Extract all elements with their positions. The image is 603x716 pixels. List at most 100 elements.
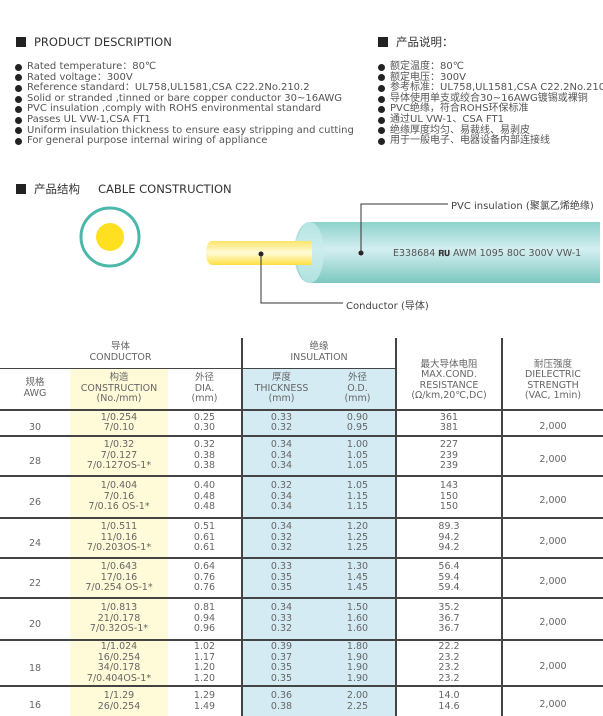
cell-thk: 0.34 0.32 0.32: [241, 518, 320, 559]
feature-text: 通过UL VW-1、CSA FT1: [390, 113, 504, 125]
cell-thk: 0.36 0.38: [241, 686, 320, 716]
cell-thk: 0.33 0.35 0.35: [241, 558, 320, 599]
bullet-icon: [378, 137, 385, 145]
print-code: E338684: [393, 248, 436, 259]
bullet-icon: [378, 127, 385, 135]
bullet-icon: [15, 63, 22, 71]
cell-od: 2.00 2.25: [320, 686, 396, 716]
cell-thk: 0.34 0.33 0.32: [241, 598, 320, 641]
cell-cons: 1/1.29 26/0.254: [70, 686, 168, 716]
feature-text: Rated voltage：300V: [27, 71, 133, 83]
cell-dia: 0.25 0.30: [168, 410, 242, 437]
header-od: 外径 O.D. (mm): [320, 367, 396, 411]
insulation-cylinder: [294, 222, 600, 283]
cell-res: 56.4 59.4 59.4: [395, 558, 502, 599]
cell-cons: 1/1.024 16/0.254 34/0.178 7/0.404OS-1*: [70, 640, 168, 687]
product-description-cn-title: 产品说明：: [378, 34, 454, 50]
bullet-icon: [378, 84, 385, 92]
bullet-icon: [378, 116, 385, 124]
cell-dielectric: 2,000: [501, 476, 603, 519]
cell-cons: 1/0.643 17/0.16 7/0.254 OS-1*: [70, 558, 168, 599]
feature-item: Rated voltage：300V: [15, 71, 354, 84]
feature-text: Reference standard：UL758,UL1581,CSA C22.…: [27, 82, 310, 94]
feature-text: PVC insulation ,comply with ROHS environ…: [27, 103, 322, 115]
cell-dia: 0.32 0.38 0.38: [168, 436, 242, 477]
cell-res: 143 150 150: [395, 476, 502, 519]
header-dielectric: 耐压强度 DIELECTRIC STRENGTH (VAC, 1min): [501, 338, 603, 411]
cell-thk: 0.39 0.37 0.35 0.35: [241, 640, 320, 687]
header-thickness: 厚度 THICKNESS (mm): [241, 367, 320, 411]
feature-text: 额定温度：80℃: [390, 61, 464, 72]
chinese-feature-list: 额定温度：80℃ 额定电压：300V 参考标准：UL758,UL1581,CSA C…: [378, 61, 603, 147]
cell-awg: 30: [0, 410, 70, 437]
table-row: 18 1/1.024 16/0.254 34/0.178 7/0.404OS-1* 1.0…: [0, 640, 603, 687]
feature-text: 导体使用单支或绞合30~16AWG镀锡或裸铜: [390, 92, 588, 104]
feature-text: 参考标准：UL758,UL1581,CSA C22.2No.210: [390, 82, 603, 94]
header-conductor: 导体 CONDUCTOR: [89, 341, 152, 363]
feature-item: Passes UL VW-1,CSA FT1: [15, 113, 354, 126]
cell-od: 1.20 1.25 1.25: [320, 518, 396, 559]
feature-item: 用于一般电子、电器设备内部连接线: [378, 136, 603, 147]
table-row: 24 1/0.511 11/0.16 7/0.203OS-1* 0.51 0.61 0.61…: [0, 518, 603, 559]
bullet-icon: [15, 95, 22, 103]
feature-item: Solid or stranded ,tinned or bare copper…: [15, 92, 354, 105]
insulation-leader-line: [360, 203, 448, 253]
feature-text: 绝缘厚度均匀、易裁线、易剥皮: [390, 124, 530, 136]
cross-section-conductor: [96, 223, 124, 251]
title-text: PRODUCT DESCRIPTION: [34, 35, 172, 49]
title-en: CABLE CONSTRUCTION: [98, 182, 232, 196]
cell-thk: 0.34 0.34 0.34: [241, 436, 320, 477]
feature-item: 额定电压：300V: [378, 72, 603, 84]
cell-dia: 0.51 0.61 0.61: [168, 518, 242, 559]
cell-dielectric: 2,000: [501, 518, 603, 559]
cable-construction-title: 产品结构 CABLE CONSTRUCTION: [16, 181, 232, 197]
cell-res: 35.2 36.7 36.7: [395, 598, 502, 641]
ul-mark-icon: 𝐑𝐔: [438, 249, 450, 258]
header-dia: 外径 DIA. (mm): [168, 367, 242, 411]
bullet-icon: [378, 95, 385, 103]
cell-dielectric: 2,000: [501, 558, 603, 599]
bullet-icon: [15, 127, 22, 135]
cell-od: 1.80 1.90 1.90 1.90: [320, 640, 396, 687]
bullet-icon: [15, 137, 22, 145]
feature-text: PVC绝缘，符合ROHS环保标准: [390, 103, 529, 115]
cell-awg: 18: [0, 640, 70, 687]
table-row: 28 1/0.32 7/0.127 7/0.127OS-1* 0.32 0.38 0.38 0…: [0, 436, 603, 477]
table-row: 26 1/0.404 7/0.16 7/0.16 OS-1* 0.40 0.48 0.48 0…: [0, 476, 603, 519]
cell-dielectric: 2,000: [501, 410, 603, 437]
cell-od: 1.30 1.45 1.45: [320, 558, 396, 599]
cell-res: 22.2 23.2 23.2 23.2: [395, 640, 502, 687]
cable-diagram: [79, 203, 600, 304]
feature-item: 额定温度：80℃: [378, 61, 603, 73]
header-construction: 构造 CONSTRUCTION (No./mm): [70, 367, 168, 411]
product-description-title: PRODUCT DESCRIPTION: [16, 35, 172, 49]
cell-res: 89.3 94.2 94.2: [395, 518, 502, 559]
cell-dia: 0.40 0.48 0.48: [168, 476, 242, 519]
english-feature-list: Rated temperature：80℃ Rated voltage：300V R…: [15, 61, 354, 147]
cell-dia: 1.29 1.49: [193, 690, 216, 712]
bullet-icon: [15, 84, 22, 92]
cell-cons: 1/0.404 7/0.16 7/0.16 OS-1*: [70, 476, 168, 519]
square-bullet-icon: [16, 184, 26, 194]
feature-item: For general purpose internal wiring of a…: [15, 136, 354, 147]
feature-item: 导体使用单支或绞合30~16AWG镀锡或裸铜: [378, 92, 603, 105]
cell-res: 361 381: [395, 410, 502, 437]
feature-text: Uniform insulation thickness to ensure e…: [27, 124, 354, 136]
cable-print: E338684 𝐑𝐔 AWM 1095 80C 300V VW-1: [393, 248, 581, 259]
feature-item: 绝缘厚度均匀、易裁线、易剥皮: [378, 124, 603, 137]
feature-item: Uniform insulation thickness to ensure e…: [15, 124, 354, 137]
title-cn: 产品结构: [34, 182, 80, 196]
feature-item: 通过UL VW-1、CSA FT1: [378, 113, 603, 126]
cell-od: 1.50 1.60 1.60: [320, 598, 396, 641]
header-resistance: 最大导体电阻 MAX.COND. RESISTANCE (Ω/km,20℃,DC): [395, 338, 502, 411]
conductor-label: Conductor (导体): [346, 301, 429, 312]
bullet-icon: [378, 106, 385, 114]
table-row: 22 1/0.643 17/0.16 7/0.254 OS-1* 0.64 0.76 0.7…: [0, 558, 603, 599]
cell-res: 14.0 14.6: [395, 686, 502, 716]
feature-text: Passes UL VW-1,CSA FT1: [27, 113, 151, 125]
feature-item: Rated temperature：80℃: [15, 61, 354, 73]
cell-cons: 1/0.511 11/0.16 7/0.203OS-1*: [70, 518, 168, 559]
cell-od: 0.90 0.95: [320, 410, 396, 437]
feature-item: 参考标准：UL758,UL1581,CSA C22.2No.210: [378, 83, 603, 94]
feature-text: Solid or stranded ,tinned or bare copper…: [27, 92, 343, 104]
